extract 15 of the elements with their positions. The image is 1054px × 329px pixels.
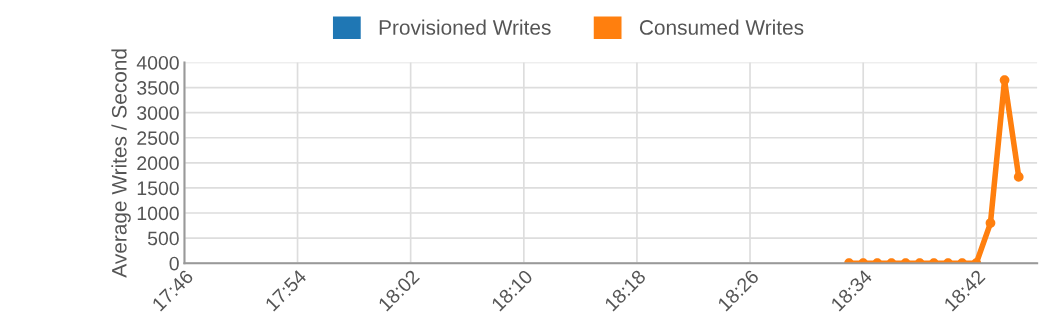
y-tick-label: 3000	[137, 106, 179, 120]
point	[1013, 172, 1024, 182]
y-tick-label: 4000	[136, 55, 179, 70]
y-tick-label: 2500	[137, 131, 179, 146]
y-tick-label: 0	[169, 256, 179, 271]
point	[985, 218, 996, 228]
y-axis-title: Average Writes / Second	[111, 49, 131, 278]
point	[999, 75, 1010, 85]
legend-label: Consumed Writes	[639, 19, 804, 35]
y-tick-label: 1000	[137, 206, 179, 221]
legend-label: Provisioned Writes	[379, 19, 551, 35]
y-tick-label: 3500	[137, 81, 179, 95]
y-tick-label: 1500	[137, 181, 179, 196]
y-tick-label: 2000	[137, 156, 179, 171]
y-tick-label: 500	[147, 231, 179, 246]
